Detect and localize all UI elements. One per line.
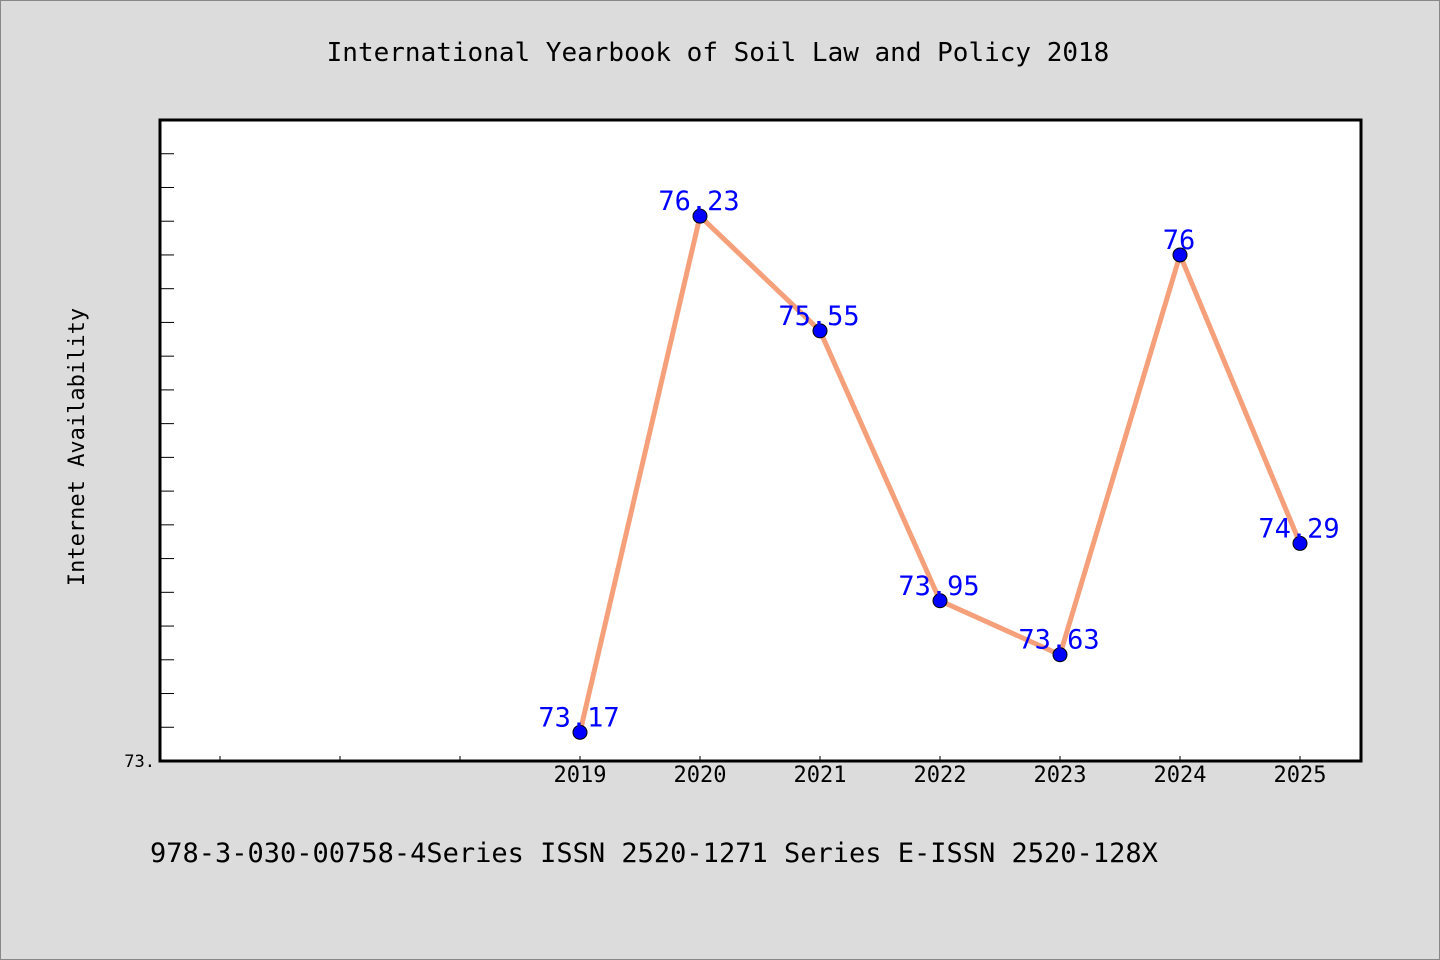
- data-point: [1052, 647, 1068, 663]
- x-tick-label: 2022: [914, 763, 967, 788]
- data-label: 73.95: [898, 571, 979, 602]
- x-axis-tick-labels: 2019 2020 2021 2022 2023 2024 2025: [554, 763, 1327, 788]
- data-label: 75.55: [778, 301, 859, 332]
- data-label: 76.23: [658, 186, 739, 217]
- x-tick-label: 2025: [1274, 763, 1327, 788]
- data-point: [812, 323, 828, 339]
- plot-area: [160, 120, 1361, 761]
- data-labels: 73.17 76.23 75.55 73.95 73.63 76 74.29: [538, 186, 1339, 733]
- data-point: [572, 724, 588, 740]
- data-point: [692, 208, 708, 224]
- plot-border: [158, 118, 1363, 763]
- x-tick-label: 2021: [794, 763, 847, 788]
- data-label: 76: [1163, 225, 1196, 256]
- x-tick-label: 2023: [1034, 763, 1087, 788]
- x-tick-label: 2024: [1154, 763, 1207, 788]
- series-markers: [572, 208, 1308, 740]
- data-point: [1172, 247, 1188, 263]
- data-point: [932, 593, 948, 609]
- data-label: 73.63: [1018, 625, 1099, 656]
- y-axis-label: Internet Availability: [65, 308, 90, 586]
- x-tick-label: 2020: [674, 763, 727, 788]
- x-tick-label: 2019: [554, 763, 607, 788]
- chart-footnote: 978-3-030-00758-4Series ISSN 2520-1271 S…: [150, 838, 1158, 869]
- data-label: 74.29: [1258, 513, 1339, 544]
- y-tick-label: 73.: [124, 752, 155, 772]
- data-point: [1292, 535, 1308, 551]
- chart-title: International Yearbook of Soil Law and P…: [327, 38, 1110, 68]
- y-axis-ticks: [160, 119, 174, 728]
- data-label: 73.17: [538, 702, 619, 733]
